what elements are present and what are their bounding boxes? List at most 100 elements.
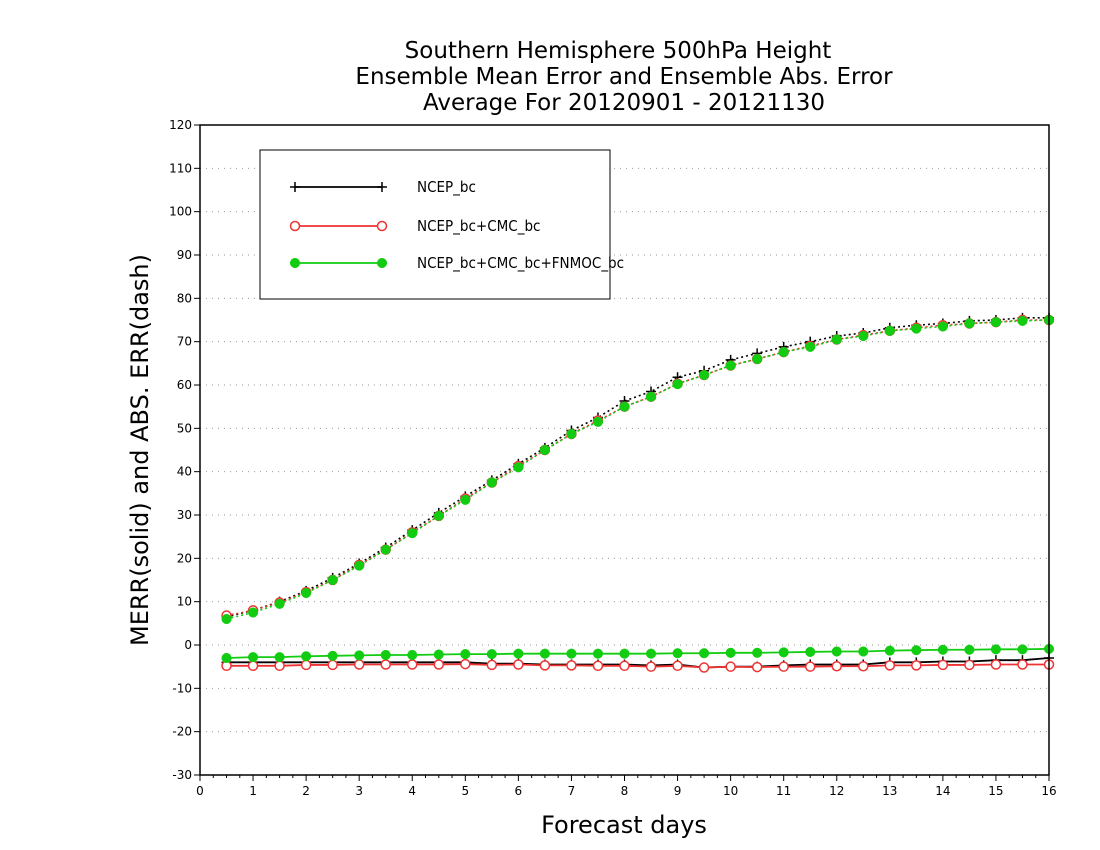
legend-label: NCEP_bc+CMC_bc+FNMOC_bc bbox=[417, 254, 624, 273]
x-tick-label: 8 bbox=[621, 784, 629, 798]
x-tick-label: 3 bbox=[355, 784, 363, 798]
x-tick-label: 2 bbox=[302, 784, 310, 798]
y-tick-label: 50 bbox=[177, 421, 192, 435]
mean-err-point bbox=[592, 660, 604, 672]
abs-err-point bbox=[884, 325, 895, 336]
abs-err-point bbox=[380, 544, 391, 555]
y-tick-label: 110 bbox=[169, 161, 192, 175]
y-tick-label: 60 bbox=[177, 378, 192, 392]
x-tick-label: 6 bbox=[515, 784, 523, 798]
x-tick-label: 13 bbox=[882, 784, 897, 798]
abs-err-point bbox=[672, 379, 683, 390]
mean-err-point bbox=[1017, 644, 1028, 655]
series-0 bbox=[221, 312, 1054, 673]
mean-err-point bbox=[672, 648, 683, 659]
x-tick-label: 16 bbox=[1041, 784, 1056, 798]
abs-err-point bbox=[752, 353, 763, 365]
y-tick-label: 80 bbox=[177, 291, 192, 305]
mean-err-point bbox=[751, 661, 763, 673]
x-tick-label: 0 bbox=[196, 784, 204, 798]
series-2 bbox=[221, 314, 1055, 664]
legend-marker bbox=[377, 182, 387, 192]
mean-err-point bbox=[407, 659, 418, 670]
mean-err-point bbox=[672, 660, 683, 672]
mean-err-point bbox=[619, 660, 630, 672]
mean-err-point bbox=[858, 646, 869, 657]
mean-err-point bbox=[433, 659, 445, 670]
mean-err-point bbox=[937, 659, 949, 671]
mean-err-point bbox=[911, 645, 922, 656]
mean-err-point bbox=[354, 650, 365, 661]
abs-err-point bbox=[911, 323, 922, 334]
abs-err-line bbox=[226, 317, 1049, 618]
abs-err-point bbox=[725, 360, 736, 371]
mean-err-point bbox=[964, 659, 975, 671]
abs-err-point bbox=[407, 528, 418, 539]
mean-err-point bbox=[858, 660, 869, 672]
x-tick-label: 10 bbox=[723, 784, 738, 798]
series-layer bbox=[221, 312, 1055, 673]
x-tick-label: 4 bbox=[408, 784, 416, 798]
y-tick-label: -30 bbox=[172, 768, 192, 782]
abs-err-point bbox=[778, 347, 789, 358]
abs-err-point bbox=[513, 462, 524, 473]
abs-err-point bbox=[1017, 315, 1028, 326]
mean-err-point bbox=[645, 648, 657, 659]
mean-err-point bbox=[645, 661, 657, 672]
mean-err-point bbox=[725, 647, 736, 658]
mean-err-point bbox=[353, 659, 365, 670]
abs-err-point bbox=[486, 477, 497, 488]
abs-err-point bbox=[699, 369, 710, 381]
abs-err-point bbox=[645, 391, 657, 402]
x-tick-label: 14 bbox=[935, 784, 950, 798]
legend-marker bbox=[376, 257, 388, 269]
y-tick-label: 40 bbox=[177, 465, 192, 479]
abs-err-point bbox=[805, 341, 816, 352]
mean-err-point bbox=[884, 660, 896, 671]
legend-marker bbox=[289, 220, 301, 232]
mean-err-point bbox=[513, 659, 524, 670]
abs-err-point bbox=[831, 334, 842, 345]
legend: NCEP_bc NCEP_bc+CMC_bc NCEP_bc+CMC_bc+FNMO… bbox=[259, 149, 624, 300]
legend-item-2: NCEP_bc+CMC_bc+FNMOC_bc bbox=[289, 254, 624, 273]
series-1 bbox=[221, 314, 1055, 673]
mean-err-line bbox=[226, 648, 1050, 659]
mean-err-point bbox=[539, 648, 550, 659]
y-tick-label: 30 bbox=[177, 508, 192, 522]
mean-err-point bbox=[248, 652, 259, 663]
legend-box bbox=[259, 149, 611, 300]
mean-err-point bbox=[698, 662, 710, 673]
mean-err-point bbox=[725, 661, 736, 672]
mean-err-point bbox=[247, 660, 259, 672]
mean-err-point bbox=[380, 659, 391, 670]
mean-err-point bbox=[990, 659, 1002, 670]
abs-err-point bbox=[354, 560, 365, 571]
legend-marker bbox=[290, 182, 300, 192]
abs-err-point bbox=[221, 613, 232, 625]
x-tick-label: 11 bbox=[776, 784, 791, 798]
abs-err-line bbox=[226, 319, 1049, 617]
mean-err-point bbox=[592, 648, 604, 659]
y-tick-label: 90 bbox=[177, 248, 192, 262]
mean-err-point bbox=[433, 649, 444, 660]
abs-err-point bbox=[964, 318, 975, 329]
legend-label: NCEP_bc+CMC_bc bbox=[417, 217, 540, 236]
chart-title-line-3: Average For 20120901 - 20121130 bbox=[423, 90, 825, 116]
mean-err-point bbox=[460, 649, 471, 660]
abs-err-point bbox=[460, 494, 471, 505]
y-tick-label: 70 bbox=[177, 335, 192, 349]
mean-err-point bbox=[380, 649, 391, 661]
abs-err-point bbox=[327, 574, 338, 586]
abs-err-point bbox=[619, 401, 630, 412]
mean-err-point bbox=[539, 660, 551, 671]
mean-err-point bbox=[566, 660, 577, 671]
mean-err-point bbox=[778, 661, 789, 672]
abs-err-point bbox=[274, 598, 285, 609]
mean-err-point bbox=[831, 660, 842, 672]
mean-err-point bbox=[831, 646, 842, 657]
abs-err-point bbox=[539, 444, 550, 456]
chart-title-line-1: Southern Hemisphere 500hPa Height bbox=[405, 38, 832, 64]
abs-err-point bbox=[990, 317, 1001, 328]
mean-err-point bbox=[699, 648, 710, 659]
y-axis: -30 -20 -10 0 10 20 30 40 50 60 70 80 90 100 110 120 bbox=[169, 118, 200, 782]
